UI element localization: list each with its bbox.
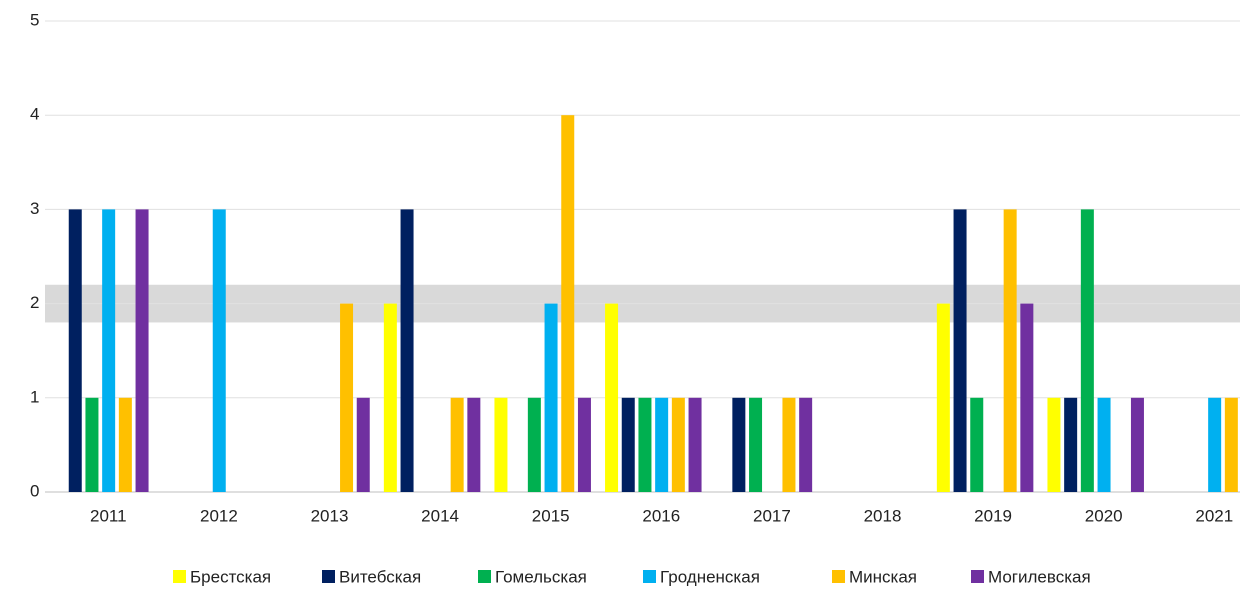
legend-label: Могилевская (988, 567, 1091, 586)
bar (605, 303, 619, 492)
bar (356, 397, 370, 492)
bar (118, 397, 132, 492)
bar (450, 397, 464, 492)
bar (212, 209, 226, 492)
y-tick-label: 3 (30, 199, 39, 218)
legend-swatch (832, 570, 845, 583)
bar (621, 397, 635, 492)
bar (383, 303, 397, 492)
bar (749, 397, 763, 492)
x-tick-label: 2011 (90, 506, 127, 525)
bar (1020, 303, 1034, 492)
bar (400, 209, 414, 492)
legend-label: Гомельская (495, 567, 587, 586)
legend-swatch (971, 570, 984, 583)
x-tick-label: 2014 (421, 506, 459, 525)
x-tick-label: 2019 (974, 506, 1012, 525)
bar (577, 397, 591, 492)
legend-swatch (643, 570, 656, 583)
y-tick-label: 0 (30, 481, 39, 500)
y-tick-label: 1 (30, 387, 39, 406)
bar (1003, 209, 1017, 492)
x-tick-label: 2021 (1195, 506, 1233, 525)
bar (1080, 209, 1094, 492)
bar (638, 397, 652, 492)
bar (467, 397, 481, 492)
bar (688, 397, 702, 492)
bar (970, 397, 984, 492)
bar (655, 397, 669, 492)
bar (1064, 397, 1078, 492)
bar (936, 303, 950, 492)
y-tick-label: 2 (30, 293, 39, 312)
y-tick-label: 4 (30, 105, 39, 124)
x-tick-label: 2017 (753, 506, 791, 525)
bar (782, 397, 796, 492)
x-tick-label: 2013 (311, 506, 349, 525)
bar (494, 397, 508, 492)
bar (799, 397, 813, 492)
x-tick-label: 2015 (532, 506, 570, 525)
bar (561, 115, 575, 492)
bar (1047, 397, 1061, 492)
bar (340, 303, 354, 492)
legend-swatch (478, 570, 491, 583)
bar (135, 209, 149, 492)
x-tick-label: 2016 (642, 506, 680, 525)
bar (1097, 397, 1111, 492)
bar (527, 397, 541, 492)
legend-label: Минская (849, 567, 917, 586)
bar (85, 397, 99, 492)
legend-swatch (322, 570, 335, 583)
x-tick-label: 2020 (1085, 506, 1123, 525)
x-tick-label: 2018 (864, 506, 902, 525)
legend-label: Гродненская (660, 567, 760, 586)
bar (544, 303, 558, 492)
legend-swatch (173, 570, 186, 583)
bar (1224, 397, 1238, 492)
bar (68, 209, 82, 492)
bar (671, 397, 685, 492)
bar (732, 397, 746, 492)
legend-label: Витебская (339, 567, 421, 586)
bar (1208, 397, 1222, 492)
x-tick-label: 2012 (200, 506, 238, 525)
y-tick-label: 5 (30, 10, 39, 29)
bar (1130, 397, 1144, 492)
bar (102, 209, 116, 492)
legend-label: Брестская (190, 567, 271, 586)
bar (953, 209, 967, 492)
